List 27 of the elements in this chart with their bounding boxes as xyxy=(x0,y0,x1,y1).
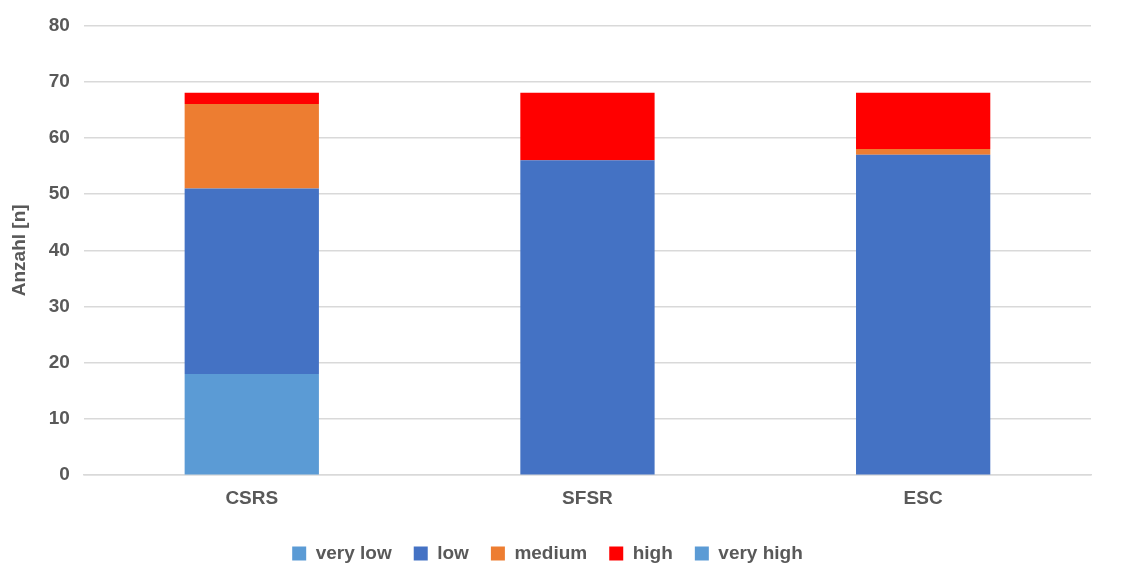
bar xyxy=(520,160,655,475)
bar xyxy=(856,149,991,155)
bar xyxy=(184,188,319,374)
x-tick-label: ESC xyxy=(903,486,943,508)
legend-label: very low xyxy=(315,541,392,563)
legend-label: medium xyxy=(514,541,588,563)
y-axis-title: Anzahl [n] xyxy=(7,204,29,297)
y-tick-label: 40 xyxy=(48,238,70,260)
y-tick-label: 50 xyxy=(48,182,70,204)
legend-label: low xyxy=(437,541,470,563)
bar xyxy=(184,92,319,105)
bar xyxy=(856,154,991,475)
y-tick-label: 30 xyxy=(48,294,70,316)
y-tick-label: 70 xyxy=(48,69,70,91)
bar xyxy=(856,92,991,150)
y-tick-label: 80 xyxy=(48,13,70,35)
y-tick-label: 20 xyxy=(48,350,70,372)
y-tick-label: 60 xyxy=(48,126,70,148)
bar xyxy=(184,104,319,189)
legend-label: very high xyxy=(718,541,803,563)
y-tick-label: 0 xyxy=(59,463,70,485)
x-tick-label: CSRS xyxy=(225,486,279,508)
y-tick-label: 10 xyxy=(48,407,70,429)
bar xyxy=(184,374,319,475)
legend-label: high xyxy=(632,541,673,563)
bar xyxy=(520,92,655,161)
x-tick-label: SFSR xyxy=(562,486,614,508)
